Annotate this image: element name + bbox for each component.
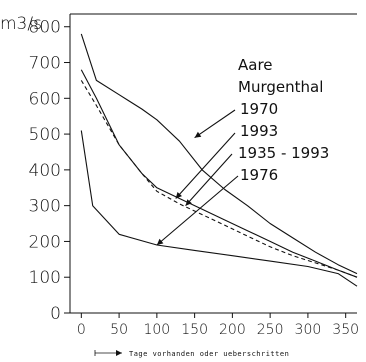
series-line bbox=[80, 33, 358, 275]
y-axis-unit: m3/s bbox=[0, 14, 42, 34]
axis-ticks: 0 100 200 300 400 500 600 700 800 0 50 100 150 200 250… bbox=[29, 18, 359, 338]
y-tick-label: 500 bbox=[29, 125, 61, 145]
footnote-arrow-head bbox=[116, 350, 122, 356]
x-tick-label: 200 bbox=[219, 322, 246, 338]
y-tick-label: 700 bbox=[29, 54, 61, 74]
annotation-leader bbox=[194, 109, 236, 139]
series-label: 1935 - 1993 bbox=[238, 144, 329, 162]
y-tick-label: 300 bbox=[29, 197, 61, 217]
series-label: 1970 bbox=[240, 100, 278, 118]
series-labels: Aare Murgenthal 1970 1993 1935 - 1993 1976 bbox=[238, 56, 329, 184]
annotation-leader bbox=[175, 132, 236, 199]
annotation-arrowhead bbox=[156, 238, 164, 245]
series-label: Aare bbox=[238, 56, 273, 74]
annotation-arrowhead bbox=[194, 131, 202, 138]
annotation-leader bbox=[185, 153, 233, 207]
x-tick-label: 300 bbox=[295, 322, 322, 338]
y-tick-label: 800 bbox=[29, 18, 61, 38]
annotations bbox=[156, 109, 239, 246]
annotation-arrowhead bbox=[185, 199, 192, 206]
series-line bbox=[80, 69, 358, 278]
series-label: 1976 bbox=[240, 166, 278, 184]
axes bbox=[69, 13, 357, 314]
footnote-text: Tage vorhanden oder ueberschritten bbox=[129, 350, 289, 358]
series-lines bbox=[80, 33, 358, 287]
x-tick-label: 50 bbox=[110, 322, 128, 338]
x-tick-label: 0 bbox=[77, 322, 86, 338]
footnote: Tage vorhanden oder ueberschritten bbox=[94, 350, 289, 358]
y-tick-label: 100 bbox=[29, 268, 61, 288]
annotation-arrowhead bbox=[175, 192, 182, 199]
x-tick-label: 350 bbox=[332, 322, 359, 338]
annotation-leader bbox=[156, 175, 239, 246]
x-tick-label: 150 bbox=[181, 322, 208, 338]
series-line bbox=[80, 80, 358, 278]
x-tick-label: 250 bbox=[257, 322, 284, 338]
y-tick-label: 600 bbox=[29, 89, 61, 109]
y-tick-label: 0 bbox=[50, 304, 61, 324]
y-tick-label: 400 bbox=[29, 161, 61, 181]
series-label: 1993 bbox=[240, 122, 278, 140]
x-tick-label: 100 bbox=[143, 322, 170, 338]
series-label: Murgenthal bbox=[238, 78, 323, 96]
series-line bbox=[80, 130, 358, 287]
y-tick-label: 200 bbox=[29, 232, 61, 252]
